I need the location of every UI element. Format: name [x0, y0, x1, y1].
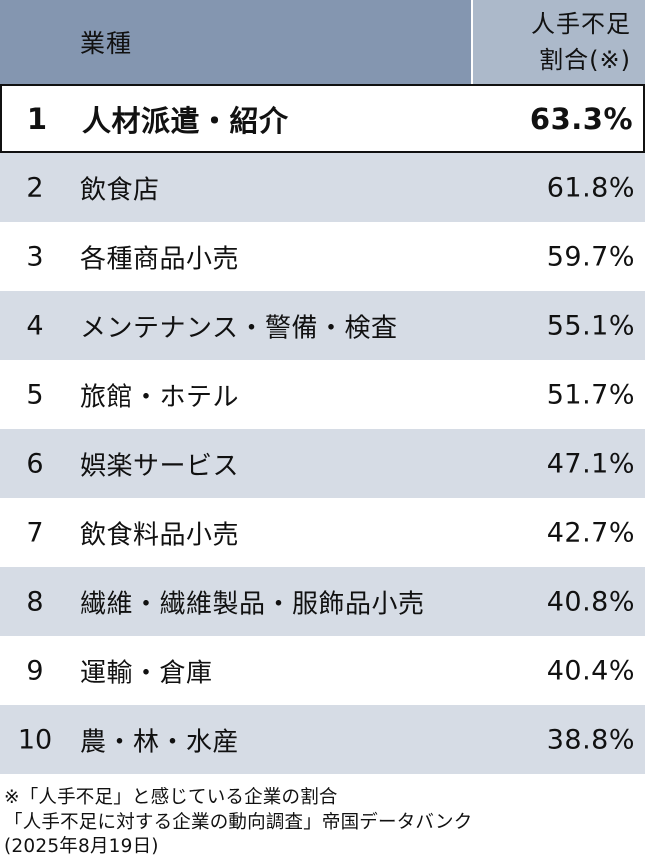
shortage-rate: 42.7% — [546, 517, 635, 548]
shortage-rate: 40.8% — [546, 586, 635, 617]
rank-number: 7 — [26, 517, 44, 548]
industry-name: 飲食店 — [80, 175, 160, 205]
shortage-rate: 59.7% — [546, 241, 635, 272]
shortage-rate: 40.4% — [546, 655, 635, 686]
ranking-table: 業種 人手不足 割合(※) 1 人材派遣・紹介 63.3% 2 飲食店 61.8% 3 各種商… — [0, 0, 645, 774]
shortage-rate: 51.7% — [546, 379, 635, 410]
header-rate-label-line2: 割合(※) — [539, 46, 631, 74]
table-row: 3 各種商品小売 59.7% — [0, 222, 645, 291]
industry-name: 農・林・水産 — [80, 727, 240, 757]
rank-number: 2 — [26, 172, 44, 203]
table-row: 8 繊維・繊維製品・服飾品小売 40.8% — [0, 567, 645, 636]
industry-name: 娯楽サービス — [80, 451, 240, 481]
footnote-date: (2025年8月19日) — [4, 836, 159, 857]
table-header: 業種 人手不足 割合(※) — [0, 0, 645, 84]
industry-name: 飲食料品小売 — [80, 520, 240, 550]
table-row: 5 旅館・ホテル 51.7% — [0, 360, 645, 429]
table-row: 7 飲食料品小売 42.7% — [0, 498, 645, 567]
rank-number: 3 — [26, 241, 44, 272]
table-row: 1 人材派遣・紹介 63.3% — [0, 84, 645, 153]
rank-number: 6 — [26, 448, 44, 479]
rank-number: 10 — [17, 724, 53, 755]
table-row: 4 メンテナンス・警備・検査 55.1% — [0, 291, 645, 360]
shortage-rate: 55.1% — [546, 310, 635, 341]
footnote-source: 「人手不足に対する企業の動向調査」帝国データバンク — [4, 811, 473, 833]
header-rate-cell: 人手不足 割合(※) — [473, 0, 645, 84]
table-row: 9 運輸・倉庫 40.4% — [0, 636, 645, 705]
rank-number: 8 — [26, 586, 44, 617]
table-body: 1 人材派遣・紹介 63.3% 2 飲食店 61.8% 3 各種商品小売 59.7% 4 メンテナン… — [0, 84, 645, 774]
industry-name: 繊維・繊維製品・服飾品小売 — [80, 589, 425, 619]
shortage-rate: 47.1% — [546, 448, 635, 479]
table-row: 6 娯楽サービス 47.1% — [0, 429, 645, 498]
footnote-definition: ※「人手不足」と感じている企業の割合 — [4, 787, 338, 808]
table-row: 10 農・林・水産 38.8% — [0, 705, 645, 774]
rank-number: 1 — [26, 101, 48, 136]
industry-name: メンテナンス・警備・検査 — [80, 313, 398, 343]
shortage-rate: 61.8% — [546, 172, 635, 203]
header-industry-cell: 業種 — [0, 0, 473, 84]
industry-name: 運輸・倉庫 — [80, 658, 213, 688]
header-industry-label: 業種 — [80, 29, 133, 58]
footnotes: ※「人手不足」と感じている企業の割合 「人手不足に対する企業の動向調査」帝国デー… — [4, 786, 472, 860]
rank-number: 4 — [26, 310, 44, 341]
industry-name: 各種商品小売 — [80, 244, 240, 274]
rank-number: 9 — [26, 655, 44, 686]
header-rate-label-line1: 人手不足 — [531, 10, 631, 38]
industry-name: 旅館・ホテル — [80, 382, 240, 412]
table-row: 2 飲食店 61.8% — [0, 153, 645, 222]
shortage-rate: 63.3% — [529, 101, 633, 136]
industry-name: 人材派遣・紹介 — [82, 103, 289, 138]
shortage-rate: 38.8% — [546, 724, 635, 755]
rank-number: 5 — [26, 379, 44, 410]
